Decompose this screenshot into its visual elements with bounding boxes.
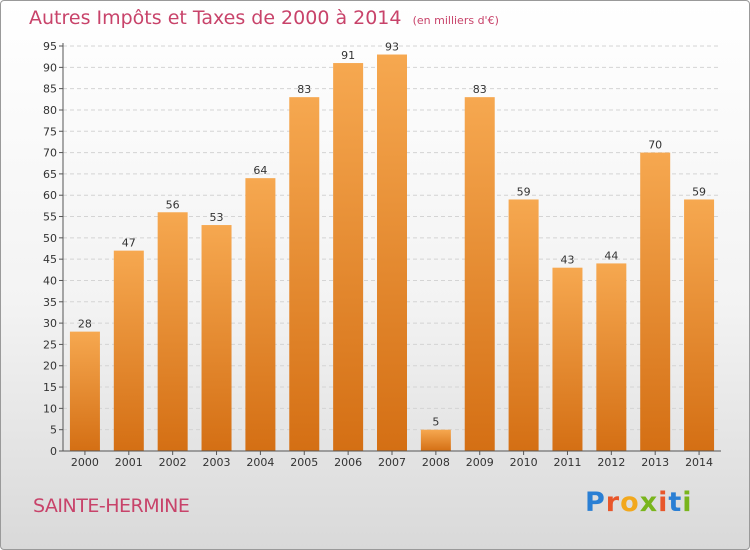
- data-label: 47: [122, 237, 136, 250]
- bar[interactable]: [157, 212, 188, 451]
- bar[interactable]: [508, 199, 539, 451]
- data-label: 59: [517, 185, 531, 198]
- bar[interactable]: [113, 250, 144, 451]
- x-tick-label: 2008: [422, 456, 450, 469]
- logo-letter: x: [639, 487, 659, 518]
- logo-letter: o: [620, 487, 640, 518]
- logo-letter: t: [668, 487, 683, 518]
- y-tick-label: 60: [43, 189, 57, 202]
- y-tick-label: 40: [43, 274, 57, 287]
- bar[interactable]: [596, 263, 627, 451]
- data-label: 44: [604, 249, 618, 262]
- y-tick-label: 90: [43, 61, 57, 74]
- y-tick-label: 65: [43, 168, 57, 181]
- bar[interactable]: [552, 267, 583, 451]
- x-tick-label: 2011: [553, 456, 581, 469]
- logo-letter: P: [585, 487, 606, 518]
- y-tick-label: 70: [43, 147, 57, 160]
- data-label: 64: [253, 164, 267, 177]
- y-tick-label: 45: [43, 253, 57, 266]
- x-tick-label: 2004: [246, 456, 274, 469]
- y-tick-label: 5: [50, 424, 57, 437]
- logo-letter: i: [682, 487, 693, 518]
- y-tick-label: 50: [43, 232, 57, 245]
- data-label: 59: [692, 185, 706, 198]
- bar[interactable]: [69, 331, 100, 451]
- bar[interactable]: [333, 63, 364, 451]
- y-tick-label: 95: [43, 40, 57, 53]
- x-tick-label: 2009: [466, 456, 494, 469]
- title-row: Autres Impôts et Taxes de 2000 à 2014 (e…: [29, 7, 499, 29]
- y-tick-label: 75: [43, 125, 57, 138]
- bar[interactable]: [245, 178, 276, 451]
- proxiti-logo[interactable]: Proxiti: [585, 487, 693, 518]
- x-tick-label: 2013: [641, 456, 669, 469]
- y-tick-label: 55: [43, 211, 57, 224]
- data-label: 70: [648, 139, 662, 152]
- x-tick-label: 2007: [378, 456, 406, 469]
- data-label: 5: [432, 416, 439, 429]
- bars: 28 47 56 53 64 83 91 93 5 83 59 43 44 70 59: [69, 41, 715, 452]
- x-tick-label: 2005: [290, 456, 318, 469]
- data-label: 56: [166, 198, 180, 211]
- bar[interactable]: [289, 97, 320, 451]
- commune-name: SAINTE-HERMINE: [33, 495, 190, 517]
- data-label: 43: [560, 254, 574, 267]
- y-tick-label: 35: [43, 296, 57, 309]
- x-tick-label: 2001: [115, 456, 143, 469]
- data-label: 91: [341, 49, 355, 62]
- unit-note: (en milliers d'€): [412, 14, 499, 27]
- bar[interactable]: [377, 54, 407, 452]
- bar[interactable]: [684, 199, 715, 451]
- x-tick-label: 2000: [71, 456, 99, 469]
- data-label: 53: [210, 211, 224, 224]
- logo-letter: i: [658, 487, 669, 518]
- logo-letter: r: [605, 487, 621, 518]
- y-tick-label: 10: [43, 402, 57, 415]
- y-tick-label: 80: [43, 104, 57, 117]
- data-label: 83: [297, 83, 311, 96]
- y-tick-label: 15: [43, 381, 57, 394]
- axes: 0 5 10 15 20 25 30 35 40 45 50 55 60 65 70 75 80 85 90 95 20…: [43, 40, 721, 469]
- x-tick-label: 2002: [159, 456, 187, 469]
- bar[interactable]: [420, 429, 451, 451]
- x-tick-label: 2006: [334, 456, 362, 469]
- x-tick-label: 2010: [510, 456, 538, 469]
- data-label: 83: [473, 83, 487, 96]
- bar[interactable]: [464, 97, 495, 451]
- chart-title: Autres Impôts et Taxes de 2000 à 2014: [29, 7, 402, 29]
- y-tick-label: 85: [43, 83, 57, 96]
- y-tick-label: 25: [43, 338, 57, 351]
- x-tick-label: 2014: [685, 456, 713, 469]
- data-label: 93: [385, 41, 399, 54]
- y-tick-label: 30: [43, 317, 57, 330]
- bar[interactable]: [640, 152, 671, 451]
- x-tick-label: 2012: [597, 456, 625, 469]
- y-tick-label: 0: [50, 445, 57, 458]
- bar[interactable]: [201, 225, 232, 451]
- x-tick-label: 2003: [203, 456, 231, 469]
- data-label: 28: [78, 318, 92, 331]
- y-tick-label: 20: [43, 360, 57, 373]
